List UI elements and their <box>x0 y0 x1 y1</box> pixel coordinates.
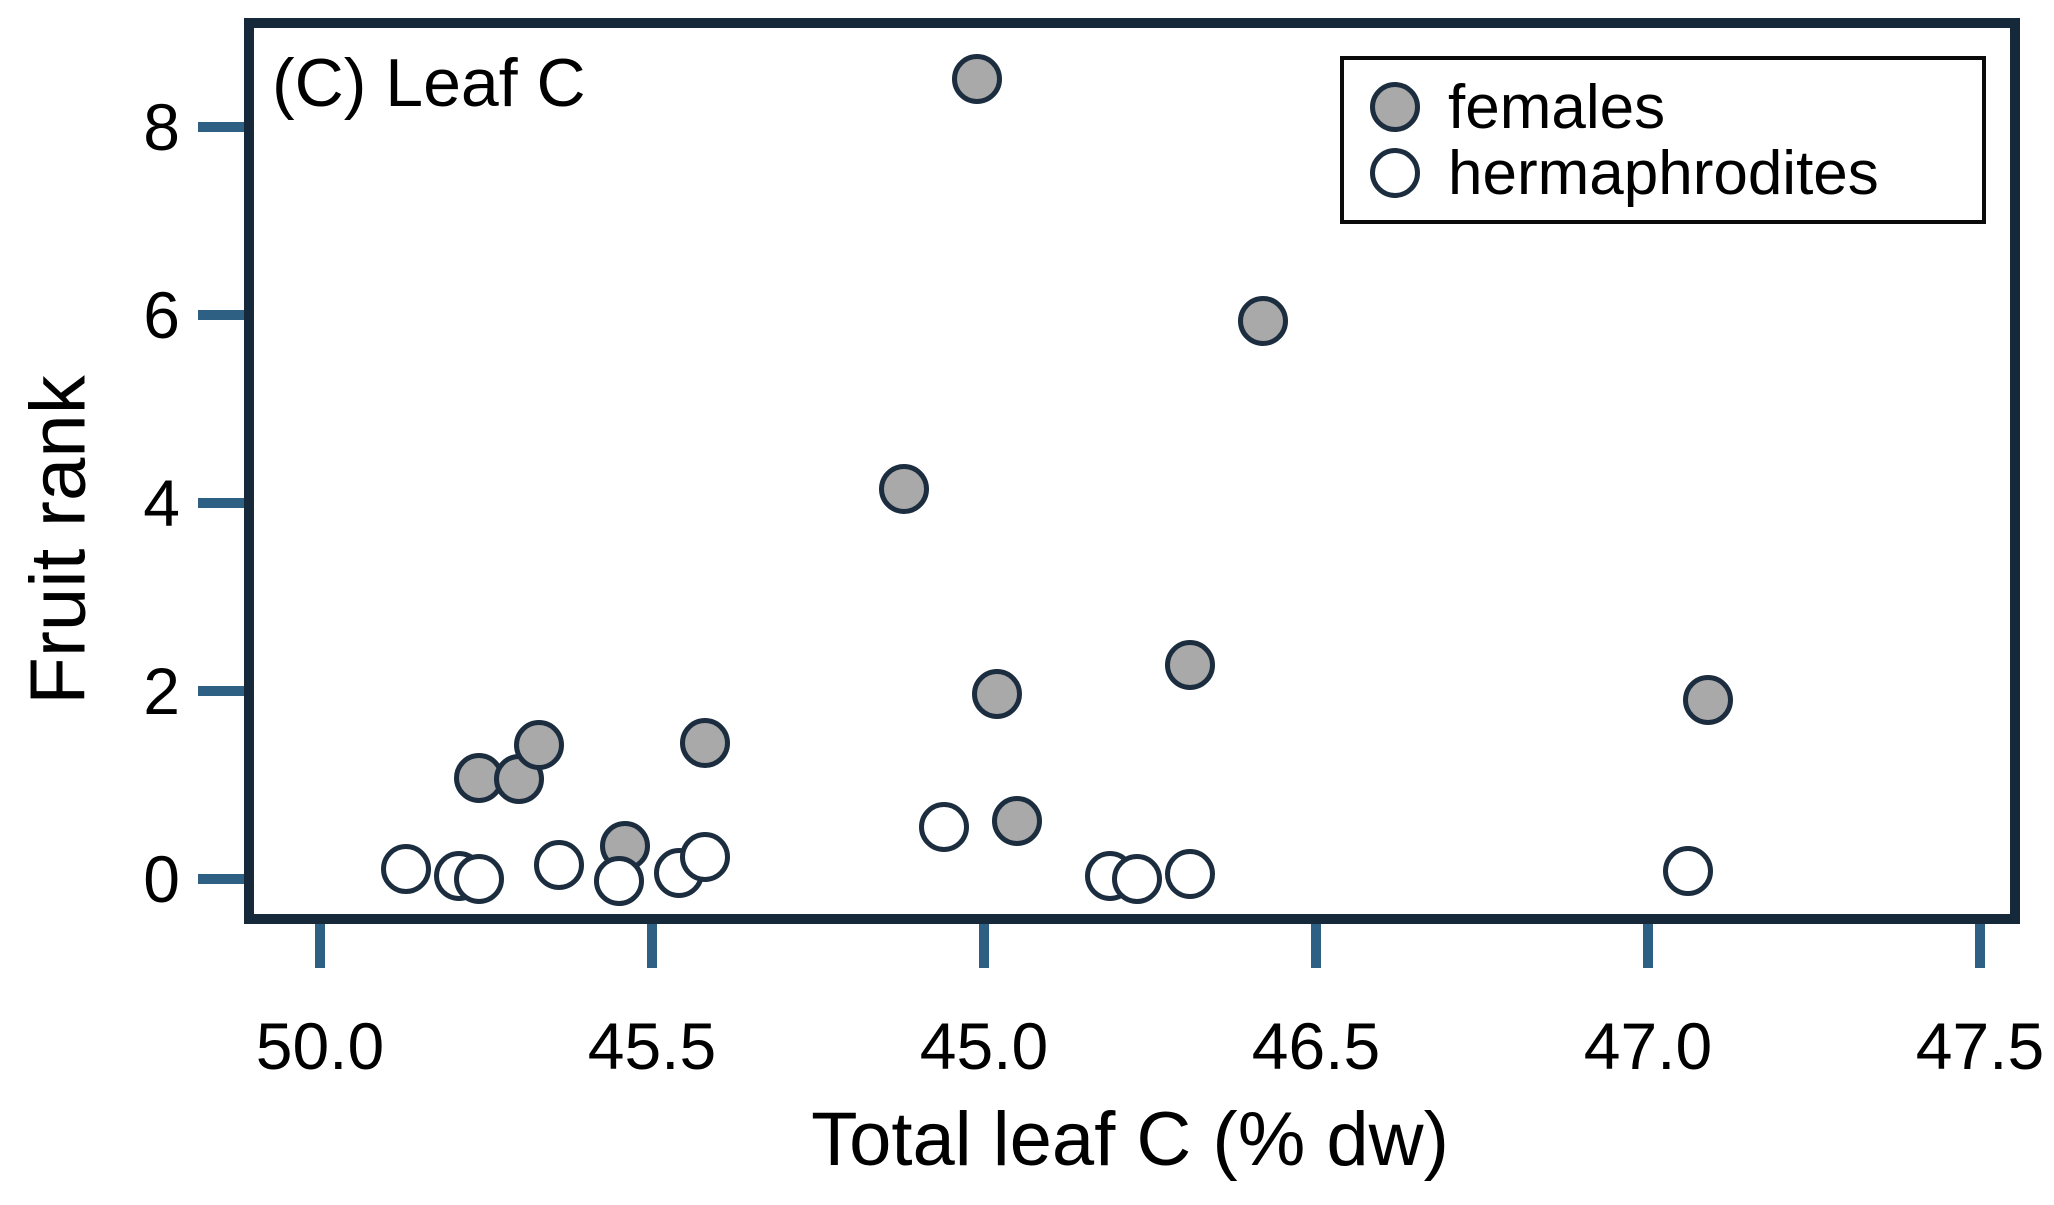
y-axis-tick-label: 2 <box>143 654 180 728</box>
x-axis-tick-label: 47.0 <box>1583 1009 1713 1083</box>
filled-circle-icon <box>1370 82 1420 132</box>
legend-item-females: females <box>1370 72 1982 142</box>
y-axis-tick <box>198 874 244 884</box>
y-axis-tick-label: 6 <box>143 278 180 352</box>
x-axis-tick <box>1311 924 1321 968</box>
data-point-hermaphrodites <box>1662 845 1713 896</box>
x-axis-tick-label: 45.0 <box>919 1009 1049 1083</box>
data-point-hermaphrodites <box>534 839 585 890</box>
x-axis-tick <box>647 924 657 968</box>
open-circle-icon <box>1370 148 1420 198</box>
y-axis-tick-label: 4 <box>143 466 180 540</box>
x-axis-tick-label: 50.0 <box>255 1009 385 1083</box>
legend-item-hermaphrodites: hermaphrodites <box>1370 138 1982 208</box>
x-axis-tick <box>1643 924 1653 968</box>
data-point-females <box>952 54 1003 105</box>
legend-box: females hermaphrodites <box>1340 56 1986 224</box>
x-axis-tick-label: 45.5 <box>587 1009 717 1083</box>
data-point-females <box>972 668 1023 719</box>
data-point-females <box>992 795 1043 846</box>
data-point-hermaphrodites <box>1111 854 1162 904</box>
legend-label-hermaphrodites: hermaphrodites <box>1448 138 1879 208</box>
x-axis-title: Total leaf C (% dw) <box>811 1097 1449 1182</box>
panel-label: (C) Leaf C <box>272 45 586 121</box>
data-point-hermaphrodites <box>381 843 432 894</box>
x-axis-tick <box>979 924 989 968</box>
data-point-females <box>879 463 930 514</box>
data-point-hermaphrodites <box>454 854 505 904</box>
data-point-females <box>680 717 731 768</box>
data-point-hermaphrodites <box>1164 849 1215 900</box>
y-axis-tick <box>198 310 244 320</box>
data-point-hermaphrodites <box>680 832 731 883</box>
x-axis-tick <box>1975 924 1985 968</box>
x-axis-tick-label: 46.5 <box>1251 1009 1381 1083</box>
data-point-females <box>600 821 651 872</box>
x-axis-tick <box>315 924 325 968</box>
legend-label-females: females <box>1448 72 1666 142</box>
data-point-females <box>1682 675 1733 726</box>
data-point-hermaphrodites <box>593 855 644 906</box>
y-axis-tick <box>198 686 244 696</box>
y-axis-tick-label: 8 <box>143 90 180 164</box>
data-point-females <box>514 719 565 770</box>
data-point-females <box>1164 639 1215 690</box>
data-point-females <box>1237 295 1288 346</box>
x-axis-tick-label: 47.5 <box>1915 1009 2045 1083</box>
y-axis-tick <box>198 498 244 508</box>
y-axis-tick <box>198 122 244 132</box>
data-point-hermaphrodites <box>919 802 970 853</box>
y-axis-tick-label: 0 <box>143 842 180 916</box>
